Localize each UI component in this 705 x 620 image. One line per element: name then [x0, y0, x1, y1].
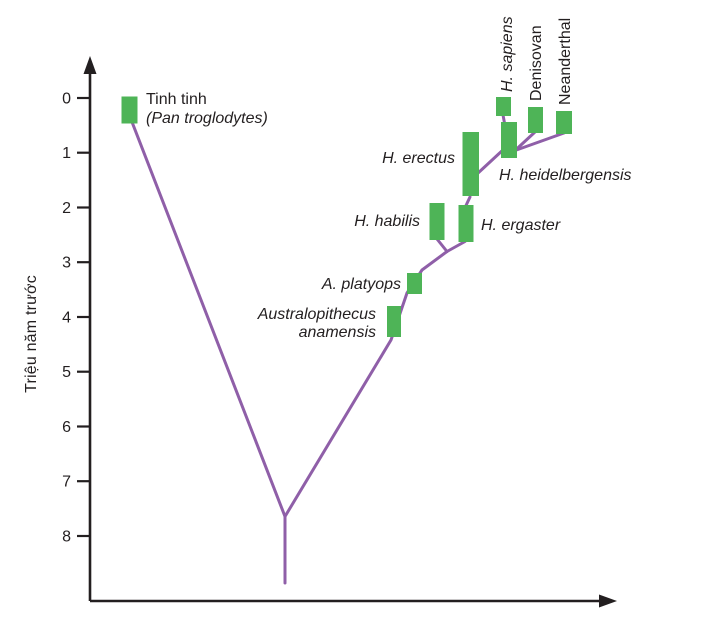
- label-anamensis-line2: anamensis: [299, 324, 376, 341]
- branch-ergaster-erectus: [464, 195, 472, 207]
- bar-habilis: [429, 203, 445, 240]
- branch-habilis: [435, 237, 449, 253]
- branch-neanderthal: [513, 131, 566, 152]
- y-tick-label-3: 3: [62, 255, 71, 272]
- branch-sapiens: [501, 113, 506, 125]
- y-tick-label-1: 1: [62, 145, 71, 162]
- label-neanderthal: Neanderthal: [557, 18, 574, 105]
- y-axis-tick-labels: 0 1 2 3 4 5 6 7 8: [62, 91, 71, 546]
- y-tick-label-8: 8: [62, 529, 71, 546]
- x-axis-arrow-icon: [599, 594, 617, 608]
- bar-ergaster: [458, 205, 474, 242]
- axes: 0 1 2 3 4 5 6 7 8 Triệu năm trước: [23, 56, 617, 608]
- bar-erectus: [462, 132, 479, 196]
- y-axis-ticks: [77, 96, 90, 538]
- label-pan-troglodytes: (Pan troglodytes): [146, 110, 268, 127]
- taxon-labels: Tinh tinh (Pan troglodytes) Australopith…: [146, 16, 632, 341]
- branch-erectus-heidelbergensis: [475, 147, 506, 176]
- branch-denisovan: [513, 130, 537, 152]
- y-tick-label-0: 0: [62, 91, 71, 108]
- label-platyops: A. platyops: [321, 276, 401, 293]
- y-tick-label-6: 6: [62, 419, 71, 436]
- label-tinh-tinh: Tinh tinh: [146, 91, 207, 108]
- label-anamensis-line1: Australopithecus: [257, 306, 376, 323]
- branches: [130, 113, 566, 585]
- bar-platyops: [407, 273, 422, 294]
- taxon-bars: [121, 96, 572, 337]
- y-tick-label-7: 7: [62, 474, 71, 491]
- bar-anamensis: [387, 306, 401, 337]
- y-tick-label-2: 2: [62, 200, 71, 217]
- label-erectus: H. erectus: [382, 150, 455, 167]
- bar-sapiens: [496, 97, 511, 116]
- bar-neanderthal: [556, 111, 572, 134]
- branch-ergaster: [445, 240, 467, 253]
- y-tick-label-4: 4: [62, 310, 71, 327]
- label-denisovan: Denisovan: [528, 25, 545, 101]
- label-ergaster: H. ergaster: [481, 217, 561, 234]
- y-axis-title: Triệu năm trước: [23, 275, 40, 393]
- bar-heidelbergensis: [501, 122, 517, 158]
- bar-pan-troglodytes: [121, 96, 138, 124]
- label-sapiens: H. sapiens: [499, 16, 516, 92]
- y-tick-label-5: 5: [62, 364, 71, 381]
- label-heidelbergensis: H. heidelbergensis: [499, 167, 632, 184]
- bar-denisovan: [528, 107, 543, 133]
- label-habilis: H. habilis: [354, 213, 420, 230]
- branch-pan-troglodytes: [130, 120, 287, 518]
- y-axis-arrow-icon: [83, 56, 97, 74]
